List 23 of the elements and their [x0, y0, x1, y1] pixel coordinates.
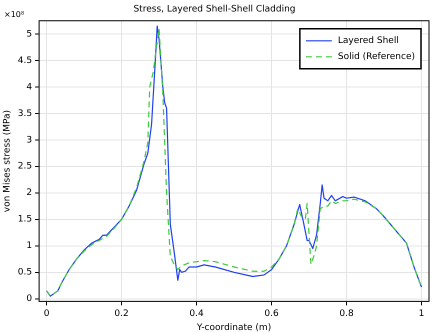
y-tick-label: 4.5	[18, 56, 32, 66]
x-axis-title: Y-coordinate (m)	[196, 322, 272, 333]
y-tick-label: 0.5	[18, 268, 32, 278]
y-tick-label: 3.5	[18, 108, 32, 119]
x-tick-label: 0.2	[114, 309, 129, 320]
text: ×10⁸	[4, 10, 24, 19]
x-tick-label: 0.8	[339, 309, 354, 320]
y-tick-label: 4	[26, 82, 32, 92]
y-tick-label: 3	[26, 135, 32, 146]
y-tick-label: 1	[26, 241, 32, 252]
x-tick-label: 0.6	[264, 309, 279, 320]
legend-label: Solid (Reference)	[338, 52, 416, 62]
legend-label: Layered Shell	[338, 36, 399, 46]
x-tick-label: 0	[44, 309, 50, 320]
y-tick-label: 2.5	[18, 162, 32, 172]
y-tick-label: 0	[26, 294, 32, 304]
chart-title: Stress, Layered Shell-Shell Cladding	[133, 4, 296, 15]
x-tick-label: 1	[418, 309, 424, 320]
y-axis-title: von Mises stress (MPa)	[2, 110, 13, 212]
y-tick-label: 1.5	[18, 214, 32, 225]
x-tick-label: 0.4	[189, 309, 204, 320]
y-tick-label: 5	[26, 29, 32, 40]
y-tick-label: 2	[26, 188, 32, 198]
